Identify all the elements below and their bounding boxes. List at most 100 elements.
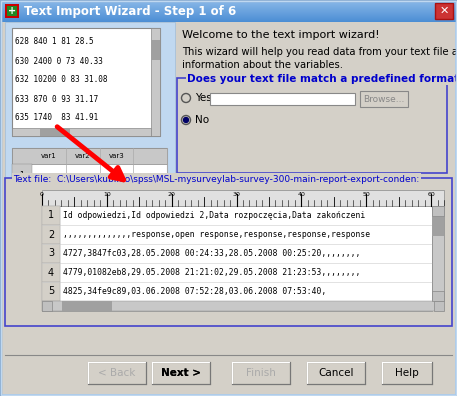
Text: This wizard will help you read data from your text file and specify: This wizard will help you read data from… — [182, 47, 457, 57]
Text: 5: 5 — [48, 286, 54, 297]
Bar — [0, 16, 457, 17]
Text: 4779,01082eb8,29.05.2008 21:21:02,29.05.2008 21:23:53,,,,,,,,: 4779,01082eb8,29.05.2008 21:21:02,29.05.… — [63, 268, 361, 277]
Bar — [40, 128, 70, 136]
Bar — [151, 28, 160, 136]
Text: Finish: Finish — [246, 368, 276, 378]
Bar — [42, 263, 60, 282]
Bar — [434, 301, 444, 311]
Text: 1: 1 — [20, 171, 24, 180]
Bar — [0, 0, 457, 1]
Bar — [62, 301, 112, 311]
Circle shape — [184, 118, 188, 122]
Bar — [0, 9, 457, 10]
Bar — [89, 363, 147, 385]
Bar — [12, 148, 167, 164]
Bar — [432, 206, 444, 301]
Text: 4727,3847fc03,28.05.2008 00:24:33,28.05.2008 00:25:20,,,,,,,,: 4727,3847fc03,28.05.2008 00:24:33,28.05.… — [63, 249, 361, 258]
Bar — [177, 78, 447, 173]
Text: 632 10200 0 83 31.08: 632 10200 0 83 31.08 — [15, 76, 107, 84]
Text: 4: 4 — [20, 237, 24, 246]
Bar — [42, 190, 444, 206]
Bar — [42, 282, 60, 301]
Bar — [0, 5, 457, 6]
Bar — [0, 14, 457, 15]
Text: 40: 40 — [298, 192, 305, 197]
Bar — [7, 6, 17, 16]
Text: Text file:  C:\Users\kubinio\spss\MSL-mysurveylab-survey-300-main-report-export-: Text file: C:\Users\kubinio\spss\MSL-mys… — [13, 175, 419, 183]
Bar — [0, 11, 457, 12]
Text: Welcome to the text import wizard!: Welcome to the text import wizard! — [182, 30, 380, 40]
Bar — [0, 17, 457, 18]
Bar — [210, 93, 355, 105]
Bar — [42, 206, 60, 301]
Text: 50: 50 — [362, 192, 370, 197]
Bar — [383, 363, 433, 385]
Bar — [5, 178, 452, 326]
Text: Text Import Wizard - Step 1 of 6: Text Import Wizard - Step 1 of 6 — [24, 6, 236, 19]
Bar — [382, 362, 432, 384]
Text: 2: 2 — [48, 230, 54, 240]
Bar — [432, 291, 444, 301]
Text: Id odpowiedzi,Id odpowiedzi 2,Data rozpoczęcia,Data zakończeni: Id odpowiedzi,Id odpowiedzi 2,Data rozpo… — [63, 211, 365, 220]
Bar — [42, 301, 444, 311]
Bar — [12, 148, 167, 253]
Bar — [233, 363, 291, 385]
Text: Browse...: Browse... — [363, 95, 405, 103]
Text: 628 840 1 81 28.5: 628 840 1 81 28.5 — [15, 38, 94, 46]
Bar — [88, 362, 146, 384]
Text: var2: var2 — [75, 153, 90, 159]
Bar — [0, 13, 457, 14]
Bar — [5, 22, 175, 302]
Text: information about the variables.: information about the variables. — [182, 60, 343, 70]
Bar — [0, 8, 457, 9]
Bar — [151, 40, 160, 60]
Bar — [152, 362, 210, 384]
Bar — [435, 3, 453, 19]
Text: Cancel: Cancel — [318, 368, 354, 378]
Bar — [12, 28, 160, 136]
Bar — [27, 243, 47, 253]
Bar — [42, 301, 52, 311]
Bar — [12, 128, 151, 136]
Text: 1: 1 — [48, 211, 54, 221]
Text: ✕: ✕ — [439, 6, 449, 16]
Bar — [42, 244, 60, 263]
Text: 10: 10 — [103, 192, 111, 197]
Bar — [42, 225, 60, 244]
Text: 635 1740  83 41.91: 635 1740 83 41.91 — [15, 114, 98, 122]
Bar — [0, 4, 457, 5]
Text: var3: var3 — [108, 153, 124, 159]
Bar — [5, 355, 452, 393]
Text: 0: 0 — [40, 192, 44, 197]
Bar — [0, 19, 457, 20]
Text: 2: 2 — [20, 193, 24, 202]
Text: Yes: Yes — [195, 93, 212, 103]
Bar — [0, 10, 457, 11]
Text: var1: var1 — [41, 153, 57, 159]
Bar — [12, 243, 167, 253]
Bar — [0, 6, 457, 7]
Text: 30: 30 — [233, 192, 240, 197]
Bar — [0, 18, 457, 19]
Bar — [12, 209, 32, 231]
Text: 4825,34fe9c89,03.06.2008 07:52:28,03.06.2008 07:53:40,: 4825,34fe9c89,03.06.2008 07:52:28,03.06.… — [63, 287, 326, 296]
Bar — [0, 15, 457, 16]
Bar — [153, 363, 211, 385]
Bar — [12, 164, 32, 186]
Text: 3: 3 — [48, 249, 54, 259]
Bar — [432, 206, 444, 216]
Bar — [0, 20, 457, 21]
Text: 4: 4 — [48, 268, 54, 278]
Text: 60: 60 — [427, 192, 435, 197]
Bar — [42, 206, 432, 311]
Text: 3: 3 — [20, 215, 24, 224]
Bar — [12, 186, 32, 209]
Bar — [5, 4, 19, 18]
Text: Help: Help — [395, 368, 419, 378]
Bar — [432, 211, 444, 236]
Text: +: + — [8, 6, 16, 16]
Bar — [0, 1, 457, 2]
Text: ,,,,,,,,,,,,,,response,open response,response,response,response: ,,,,,,,,,,,,,,response,open response,res… — [63, 230, 370, 239]
Bar — [0, 3, 457, 4]
Text: No: No — [195, 115, 209, 125]
